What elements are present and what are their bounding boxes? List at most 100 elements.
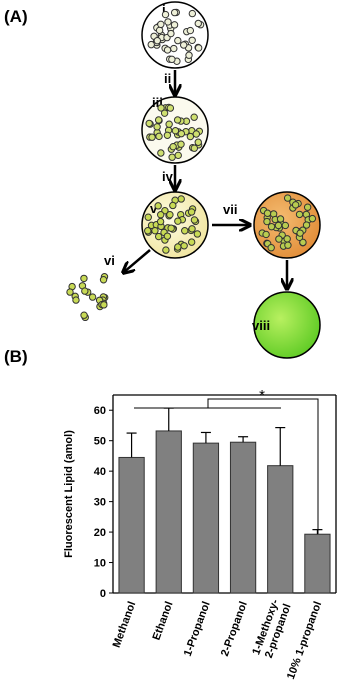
particle xyxy=(163,131,172,139)
particle xyxy=(177,140,185,148)
particle xyxy=(161,10,170,19)
particle xyxy=(169,142,177,151)
error-bar xyxy=(126,432,137,458)
particle xyxy=(276,215,285,223)
panel-label: (A) xyxy=(4,7,28,26)
step-label: i xyxy=(162,2,166,17)
particle xyxy=(155,132,163,141)
particle xyxy=(174,36,182,45)
particle xyxy=(188,36,196,45)
particle xyxy=(154,202,162,210)
particle xyxy=(263,217,271,226)
particle xyxy=(192,130,201,138)
particle xyxy=(151,226,159,235)
particle xyxy=(167,29,175,38)
particle xyxy=(296,229,304,237)
cell xyxy=(141,1,209,69)
particle xyxy=(190,113,198,121)
particle xyxy=(283,194,292,202)
particle xyxy=(281,221,290,230)
particle xyxy=(185,51,193,59)
y-tick-label: 0 xyxy=(100,588,106,600)
y-tick-label: 30 xyxy=(94,497,106,509)
error-bar xyxy=(312,529,323,535)
particle xyxy=(174,243,182,251)
particle xyxy=(302,221,311,229)
y-tick-label: 60 xyxy=(94,405,106,417)
particle xyxy=(157,20,165,29)
cell xyxy=(253,291,321,359)
particle xyxy=(190,144,199,152)
particle xyxy=(157,149,165,157)
step-label: v xyxy=(150,201,158,216)
particle xyxy=(188,9,197,18)
particle xyxy=(180,242,188,250)
x-tick-label: 2-Propanol xyxy=(219,600,250,658)
particle xyxy=(295,210,304,219)
particle xyxy=(99,276,108,284)
error-bar xyxy=(200,431,211,444)
particle xyxy=(188,225,196,233)
y-tick-label: 50 xyxy=(94,436,106,448)
particle xyxy=(148,133,156,141)
particle xyxy=(168,153,176,161)
particle xyxy=(164,18,172,26)
particle xyxy=(80,311,88,319)
particle xyxy=(100,301,108,309)
particle xyxy=(291,201,300,209)
particle xyxy=(155,26,164,35)
error-bar xyxy=(238,436,249,443)
particle xyxy=(156,217,165,226)
particle xyxy=(174,151,182,160)
particle xyxy=(177,195,185,203)
step-label: iii xyxy=(152,95,163,110)
particle xyxy=(170,44,178,53)
particle xyxy=(174,217,182,225)
step-label: iv xyxy=(162,169,174,184)
particle xyxy=(165,120,173,128)
particle xyxy=(262,230,270,239)
x-tick-label: 1-Methoxy-2-propanol xyxy=(250,598,293,661)
particle xyxy=(187,208,196,216)
particle xyxy=(194,44,203,52)
step-label: vi xyxy=(104,253,115,268)
particle xyxy=(181,227,189,235)
particle xyxy=(267,222,276,231)
bar xyxy=(155,430,182,594)
bar xyxy=(267,465,294,594)
particle xyxy=(190,216,199,224)
particle xyxy=(166,210,174,219)
particle xyxy=(171,127,180,135)
particle xyxy=(194,138,202,146)
particle xyxy=(154,232,163,241)
particle xyxy=(186,132,195,141)
panel-label: (B) xyxy=(4,347,28,366)
step-label: viii xyxy=(252,318,270,333)
particle xyxy=(275,235,283,243)
y-tick-label: 40 xyxy=(94,466,106,478)
particle xyxy=(170,8,179,17)
particle xyxy=(169,201,177,210)
particle xyxy=(154,116,163,124)
bar xyxy=(192,442,220,594)
particle xyxy=(88,293,97,301)
particle xyxy=(194,19,202,28)
particle xyxy=(153,36,162,45)
particle xyxy=(81,287,89,295)
particle xyxy=(147,40,155,49)
particle xyxy=(167,224,175,232)
step-label: ii xyxy=(164,71,171,86)
particle xyxy=(263,209,272,217)
particle xyxy=(187,238,196,246)
particle xyxy=(160,109,169,117)
arrow xyxy=(124,249,151,272)
particle xyxy=(157,211,165,219)
particle xyxy=(162,246,170,254)
bar xyxy=(304,533,331,594)
particle xyxy=(303,203,312,211)
x-tick-label: Methanol xyxy=(111,600,139,649)
particle xyxy=(144,227,152,235)
particle xyxy=(274,221,283,230)
particle xyxy=(145,119,153,128)
